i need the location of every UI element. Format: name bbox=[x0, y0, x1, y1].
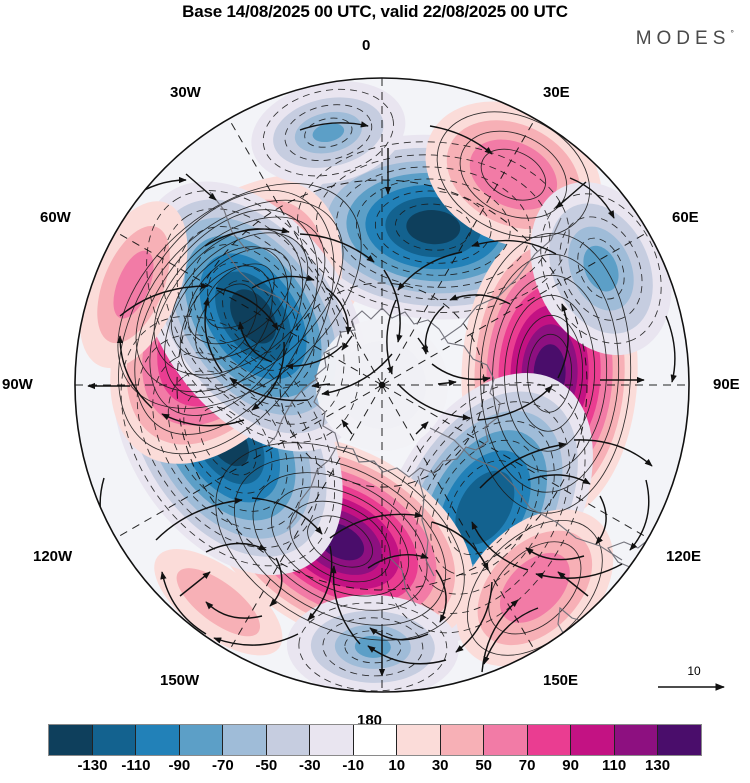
modes-logo: MODES° bbox=[636, 28, 734, 50]
colorbar-cell-3[interactable] bbox=[179, 725, 224, 755]
lon-label-150e: 150E bbox=[543, 672, 579, 689]
colorbar-cell-10[interactable] bbox=[484, 725, 528, 755]
colorbar-tick-2: -90 bbox=[168, 757, 191, 774]
lon-label-120w: 120W bbox=[33, 548, 73, 565]
colorbar-tick-9: 50 bbox=[475, 757, 492, 774]
vector-scale-label: 10 bbox=[687, 664, 701, 678]
colorbar-cell-2[interactable] bbox=[136, 725, 180, 755]
map-canvas[interactable] bbox=[0, 48, 750, 708]
lon-label-90e: 90E bbox=[713, 376, 740, 393]
polar-map[interactable]: 0 30E 60E 90E 120E 150E 180 150W 120W 90… bbox=[0, 37, 750, 729]
colorbar-tick-5: -30 bbox=[298, 757, 321, 774]
colorbar-tick-11: 90 bbox=[562, 757, 579, 774]
lon-label-120e: 120E bbox=[666, 548, 702, 565]
vector-scale-legend: 10 bbox=[656, 665, 732, 695]
colorbar-tick-4: -50 bbox=[255, 757, 278, 774]
colorbar-tick-12: 110 bbox=[601, 757, 627, 774]
colorbar-tick-7: 10 bbox=[388, 757, 406, 774]
lon-label-150w: 150W bbox=[160, 672, 200, 689]
lon-label-90w: 90W bbox=[2, 376, 33, 393]
lon-label-30e: 30E bbox=[543, 84, 570, 101]
lon-label-60e: 60E bbox=[672, 209, 699, 226]
colorbar-tick-8: 30 bbox=[431, 757, 449, 774]
lon-label-0: 0 bbox=[362, 37, 371, 54]
colorbar-tick-10: 70 bbox=[518, 757, 536, 774]
registered-mark-icon: ° bbox=[730, 28, 734, 39]
lon-label-30w: 30W bbox=[170, 84, 201, 101]
logo-text: MODES bbox=[635, 28, 731, 49]
map-boundary bbox=[74, 77, 690, 693]
colorbar-tick-13: 130 bbox=[645, 757, 671, 774]
colorbar-tick-1: -110 bbox=[121, 757, 151, 774]
colorbar-cell-0[interactable] bbox=[49, 725, 93, 755]
colorbar-cell-12[interactable] bbox=[571, 725, 615, 755]
colorbar-tick-3: -70 bbox=[212, 757, 234, 774]
coastline-layer bbox=[209, 191, 673, 649]
colorbar-cell-5[interactable] bbox=[266, 725, 311, 755]
page-title: Base 14/08/2025 00 UTC, valid 22/08/2025… bbox=[182, 2, 568, 21]
colorbar-cell-4[interactable] bbox=[223, 725, 267, 755]
contour-fill-layer bbox=[75, 78, 689, 692]
colorbar-cell-9[interactable] bbox=[440, 725, 485, 755]
colorbar[interactable]: -130 -110 -90 -70 -50 -30 -10 10 30 50 70 90 110 130 bbox=[0, 724, 750, 777]
colorbar-cell-11[interactable] bbox=[527, 725, 572, 755]
colorbar-cell-14[interactable] bbox=[658, 725, 701, 755]
graticule bbox=[75, 78, 689, 692]
colorbar-cell-7[interactable] bbox=[353, 725, 398, 755]
contour-line-layer bbox=[117, 88, 662, 692]
pole-marker bbox=[378, 381, 386, 389]
vector-scale-arrow-icon bbox=[658, 683, 725, 691]
colorbar-swatches[interactable] bbox=[48, 724, 702, 756]
colorbar-cell-13[interactable] bbox=[614, 725, 659, 755]
lon-label-60w: 60W bbox=[40, 209, 71, 226]
colorbar-tick-0: -130 bbox=[77, 757, 108, 774]
colorbar-cell-1[interactable] bbox=[92, 725, 137, 755]
colorbar-tick-6: -10 bbox=[342, 757, 365, 774]
colorbar-cell-6[interactable] bbox=[310, 725, 354, 755]
colorbar-ticks: -130 -110 -90 -70 -50 -30 -10 10 30 50 70 90 110 130 bbox=[49, 757, 701, 777]
colorbar-cell-8[interactable] bbox=[397, 725, 441, 755]
